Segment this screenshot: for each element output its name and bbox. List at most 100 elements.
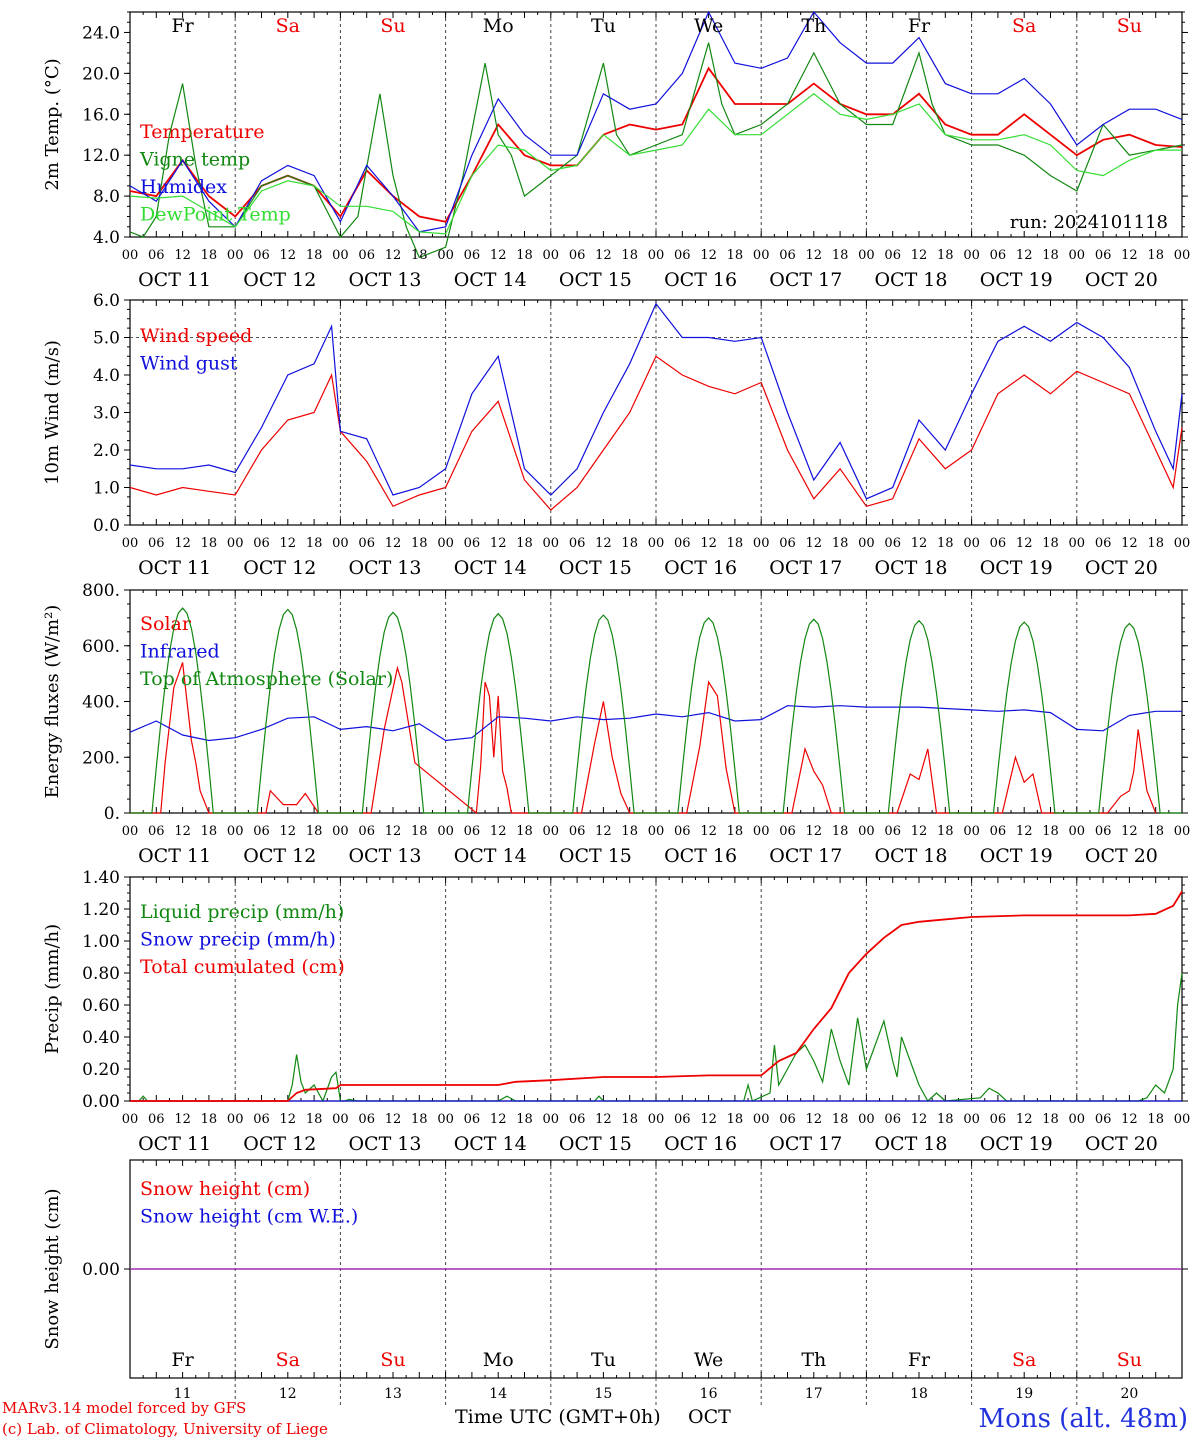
legend-entry: Temperature bbox=[140, 121, 264, 143]
hour-tick-label: 06 bbox=[464, 1112, 481, 1127]
day-number-label: 12 bbox=[279, 1386, 297, 1402]
hour-tick-label: 18 bbox=[306, 824, 323, 839]
hour-tick-label: 00 bbox=[437, 1112, 454, 1127]
y-tick-label: 3.0 bbox=[93, 404, 120, 424]
y-tick-label: 0.80 bbox=[82, 964, 120, 984]
y-axis-label: 10m Wind (m/s) bbox=[42, 340, 63, 485]
hour-tick-label: 12 bbox=[490, 536, 507, 551]
hour-tick-label: 18 bbox=[1042, 536, 1059, 551]
y-tick-label: 800. bbox=[82, 581, 120, 601]
y-tick-label: 0.20 bbox=[82, 1060, 120, 1080]
hour-tick-label: 00 bbox=[227, 1112, 244, 1127]
hour-tick-label: 06 bbox=[253, 248, 270, 263]
series-line-vigne-temp bbox=[129, 42, 1183, 259]
hour-tick-label: 12 bbox=[911, 1112, 928, 1127]
day-number-label: 11 bbox=[174, 1386, 192, 1402]
date-label: OCT 14 bbox=[454, 557, 527, 579]
day-number-label: 15 bbox=[594, 1386, 612, 1402]
date-label: OCT 16 bbox=[664, 1133, 737, 1155]
hour-tick-label: 18 bbox=[201, 248, 218, 263]
y-tick-label: 0.40 bbox=[82, 1028, 120, 1048]
hour-tick-label: 12 bbox=[806, 1112, 823, 1127]
hour-tick-label: 18 bbox=[1042, 248, 1059, 263]
weekday-label: We bbox=[694, 1349, 723, 1371]
hour-tick-label: 06 bbox=[884, 248, 901, 263]
hour-tick-label: 00 bbox=[753, 248, 770, 263]
hour-tick-label: 00 bbox=[122, 1112, 139, 1127]
panel-temperature: 4.0 8.0 12.0 16.0 20.0 24.0 2m Temp. (°C) Tempe… bbox=[42, 10, 1190, 291]
hour-tick-label: 12 bbox=[280, 824, 297, 839]
credits-line1: MARv3.14 model forced by GFS bbox=[2, 1399, 246, 1417]
hour-tick-label: 00 bbox=[227, 824, 244, 839]
date-label: OCT 16 bbox=[664, 269, 737, 291]
hour-tick-label: 06 bbox=[358, 536, 375, 551]
date-label: OCT 14 bbox=[454, 269, 527, 291]
hour-tick-label: 00 bbox=[648, 248, 665, 263]
series-line-solar bbox=[130, 662, 1157, 815]
series-line-humidex bbox=[129, 10, 1183, 233]
series-line-dewpoint-temp bbox=[129, 93, 1182, 235]
hour-tick-label: 06 bbox=[569, 1112, 586, 1127]
hour-tick-label: 00 bbox=[648, 536, 665, 551]
hour-tick-label: 00 bbox=[963, 536, 980, 551]
hour-tick-label: 00 bbox=[227, 536, 244, 551]
legend-entry: Humidex bbox=[140, 176, 227, 198]
hour-tick-label: 18 bbox=[1147, 536, 1164, 551]
hour-tick-label: 06 bbox=[990, 824, 1007, 839]
x-axis-month: OCT bbox=[688, 1406, 731, 1428]
hour-tick-label: 12 bbox=[385, 824, 402, 839]
hour-tick-label: 18 bbox=[411, 1112, 428, 1127]
hour-tick-label: 00 bbox=[1174, 536, 1191, 551]
day-number-label: 16 bbox=[700, 1386, 718, 1402]
date-label: OCT 14 bbox=[454, 845, 527, 867]
hour-tick-label: 18 bbox=[201, 536, 218, 551]
hour-tick-label: 12 bbox=[700, 248, 717, 263]
series-line-wind-gust bbox=[129, 302, 1183, 500]
hour-tick-label: 00 bbox=[332, 248, 349, 263]
hour-tick-label: 12 bbox=[1016, 1112, 1033, 1127]
hour-tick-label: 06 bbox=[358, 1112, 375, 1127]
hour-tick-label: 18 bbox=[937, 824, 954, 839]
hour-tick-label: 06 bbox=[779, 824, 796, 839]
panel-precip: 0.00 0.20 0.40 0.60 0.80 1.00 1.20 1.40 Precip (… bbox=[42, 868, 1190, 1155]
day-number-label: 13 bbox=[384, 1386, 402, 1402]
hour-tick-label: 18 bbox=[1147, 824, 1164, 839]
hour-tick-label: 00 bbox=[332, 1112, 349, 1127]
weekday-label: Fr bbox=[908, 1349, 931, 1371]
date-label: OCT 12 bbox=[243, 1133, 316, 1155]
hour-tick-label: 06 bbox=[358, 824, 375, 839]
y-tick-label: 1.40 bbox=[82, 868, 120, 888]
hour-tick-label: 06 bbox=[569, 248, 586, 263]
hour-tick-label: 12 bbox=[1016, 248, 1033, 263]
panel-snow: 0.00 Snow height (cm) Snow height (cm) Snow… bbox=[42, 1159, 1188, 1408]
hour-tick-label: 12 bbox=[700, 1112, 717, 1127]
hour-tick-label: 06 bbox=[884, 1112, 901, 1127]
hour-tick-label: 18 bbox=[1147, 248, 1164, 263]
date-label: OCT 18 bbox=[874, 557, 947, 579]
legend-entry: Total cumulated (cm) bbox=[140, 956, 345, 978]
date-label: OCT 17 bbox=[769, 269, 842, 291]
hour-tick-label: 00 bbox=[543, 248, 560, 263]
weekday-label: Mo bbox=[483, 15, 514, 37]
series-line-liquid-precip-mm-h- bbox=[130, 972, 1183, 1103]
day-number-label: 17 bbox=[805, 1386, 823, 1402]
hour-tick-label: 12 bbox=[280, 1112, 297, 1127]
hour-tick-label: 18 bbox=[937, 248, 954, 263]
y-tick-label: 400. bbox=[82, 693, 120, 713]
y-tick-label: 200. bbox=[82, 748, 120, 768]
y-axis-label: Snow height (cm) bbox=[42, 1188, 63, 1349]
weekday-label: Sa bbox=[276, 1349, 300, 1371]
y-tick-label: 4.0 bbox=[93, 228, 120, 248]
day-number-label: 19 bbox=[1015, 1386, 1033, 1402]
hour-tick-label: 12 bbox=[911, 248, 928, 263]
date-label: OCT 18 bbox=[874, 269, 947, 291]
hour-tick-label: 12 bbox=[911, 824, 928, 839]
series-line-total-cumulated-cm- bbox=[130, 890, 1183, 1102]
hour-tick-label: 12 bbox=[174, 248, 191, 263]
hour-tick-label: 18 bbox=[832, 536, 849, 551]
hour-tick-label: 12 bbox=[490, 824, 507, 839]
legend-entry: Vigne temp bbox=[139, 149, 250, 171]
legend-entry: Snow height (cm W.E.) bbox=[140, 1206, 358, 1228]
hour-tick-label: 00 bbox=[543, 824, 560, 839]
